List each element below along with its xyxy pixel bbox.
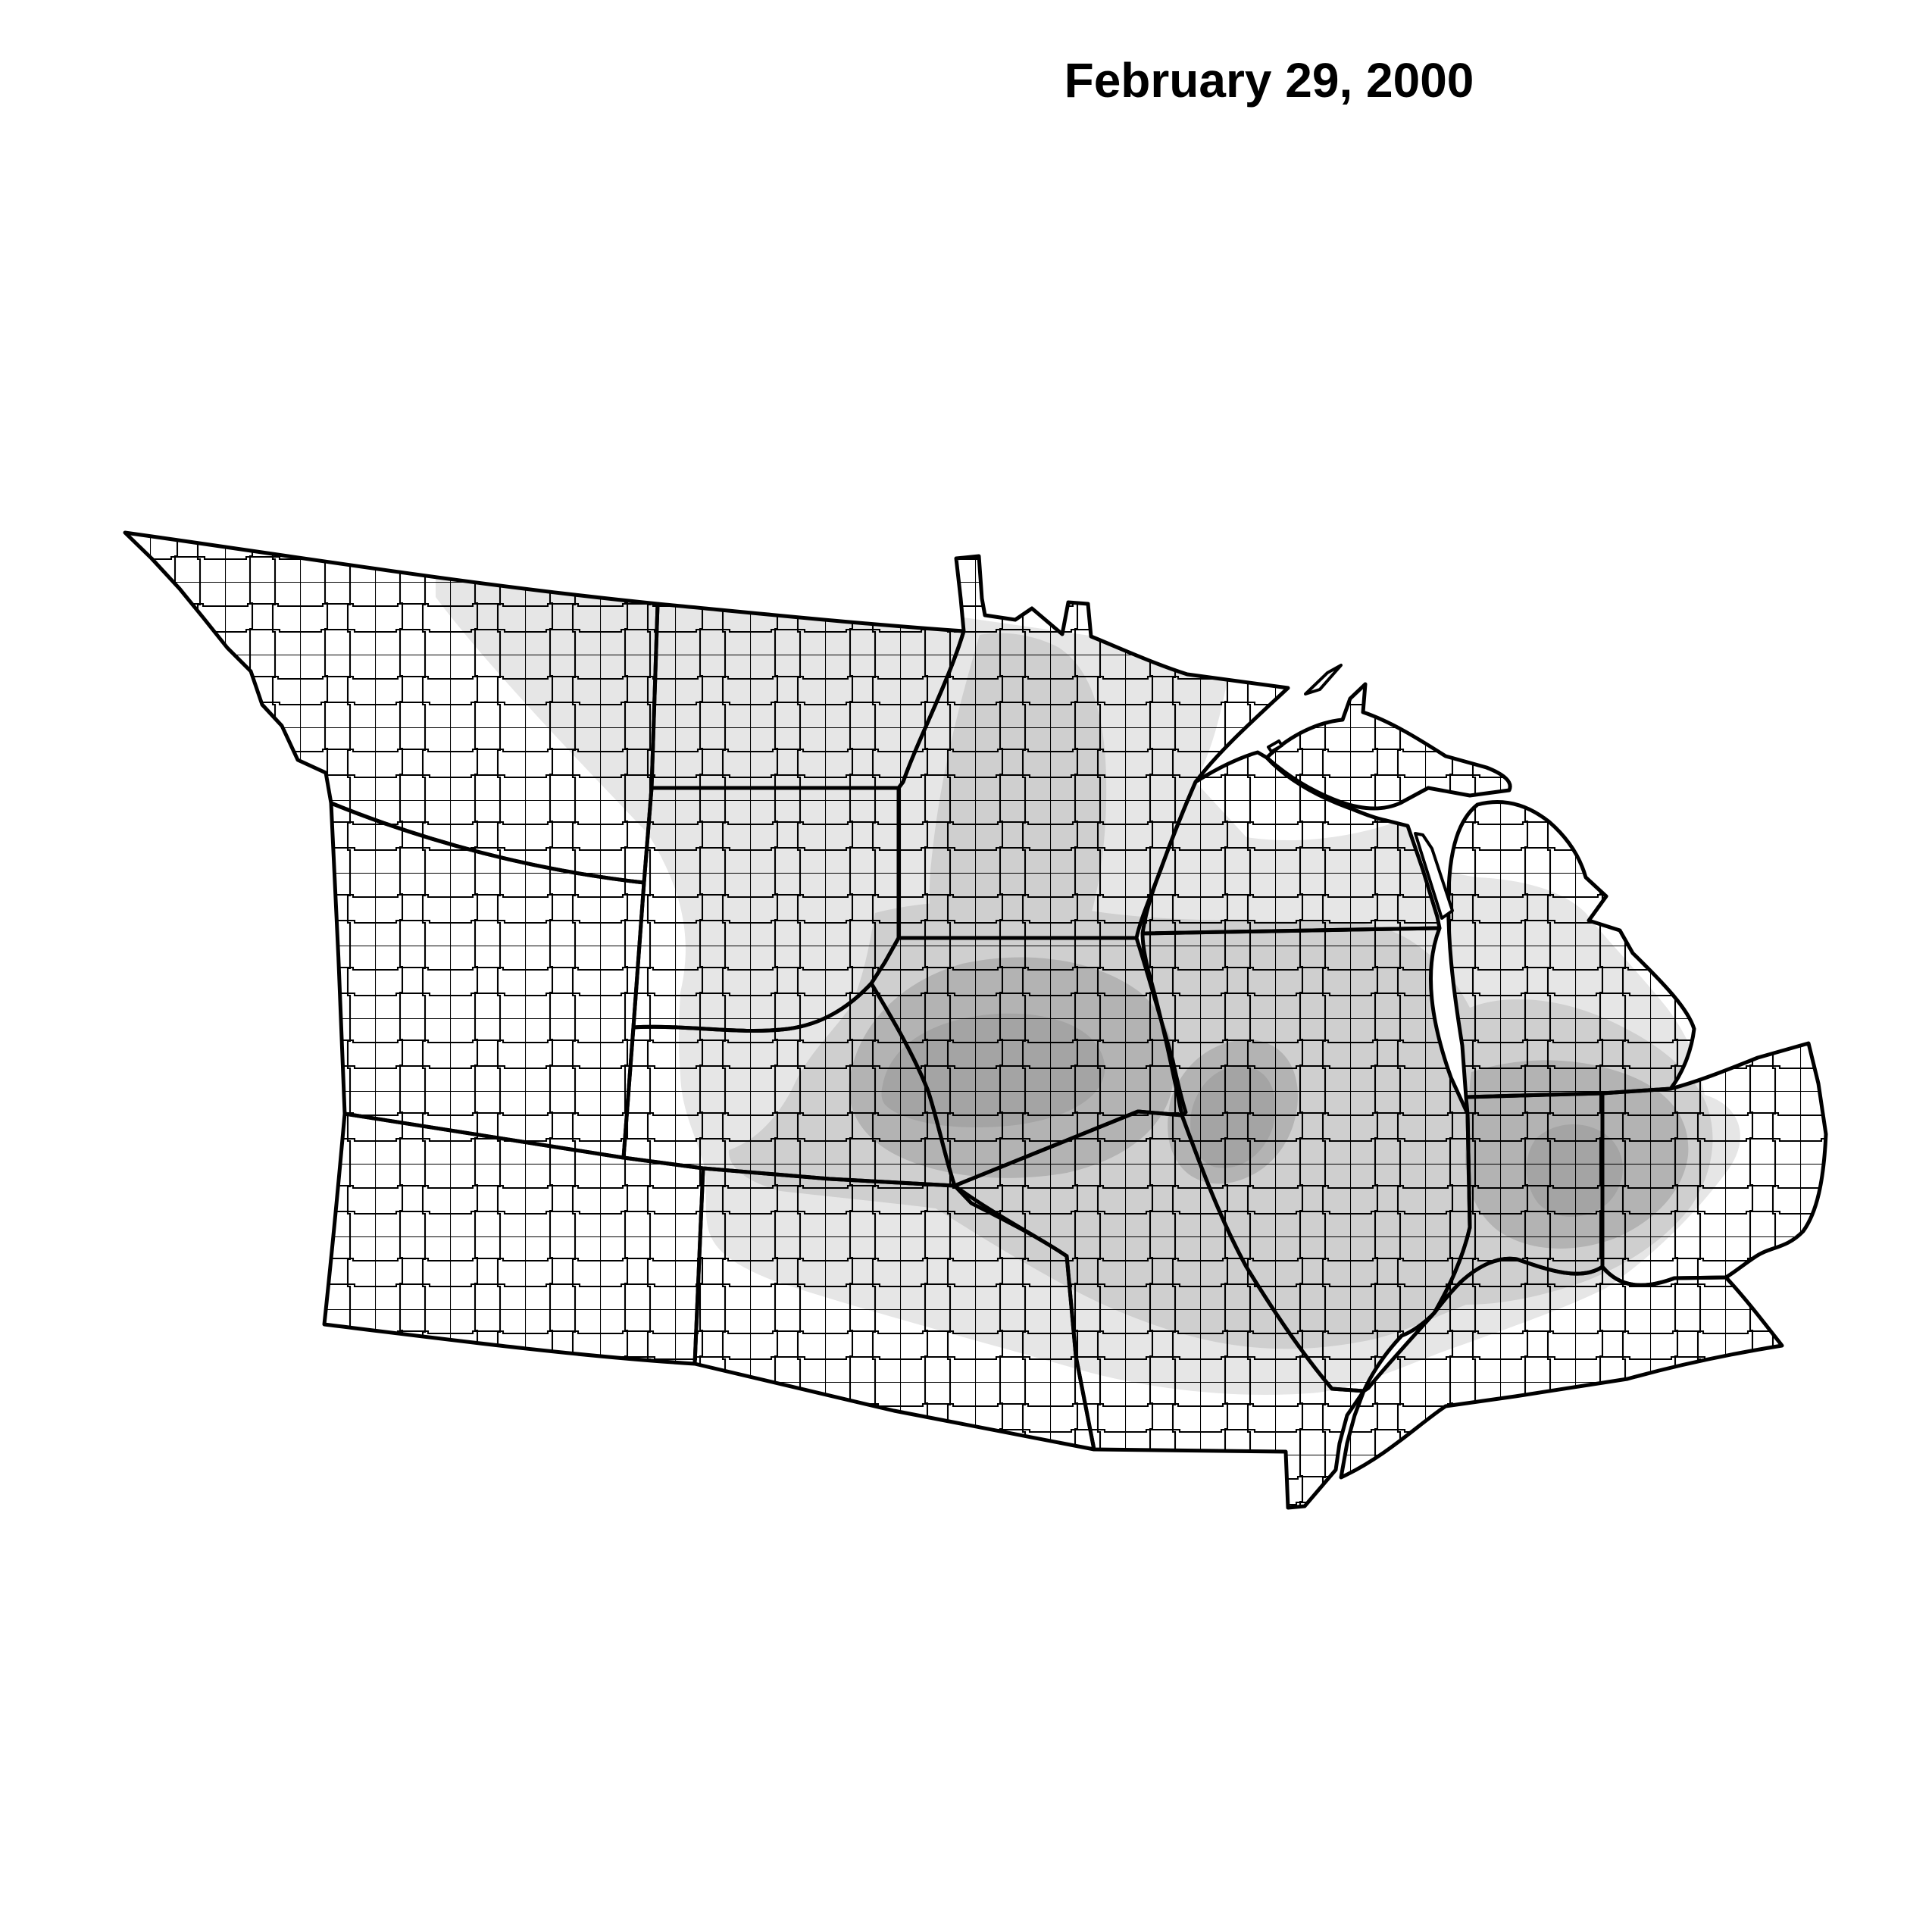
isle-royale-island [1304,664,1343,696]
county-grid-texture [125,533,1826,1508]
water-layer [1267,664,1454,920]
shading-layer [125,533,1826,1508]
map-title: February 29, 2000 [1064,53,1474,108]
apostle-islands [1267,739,1283,753]
green-bay-lake [1414,832,1454,920]
